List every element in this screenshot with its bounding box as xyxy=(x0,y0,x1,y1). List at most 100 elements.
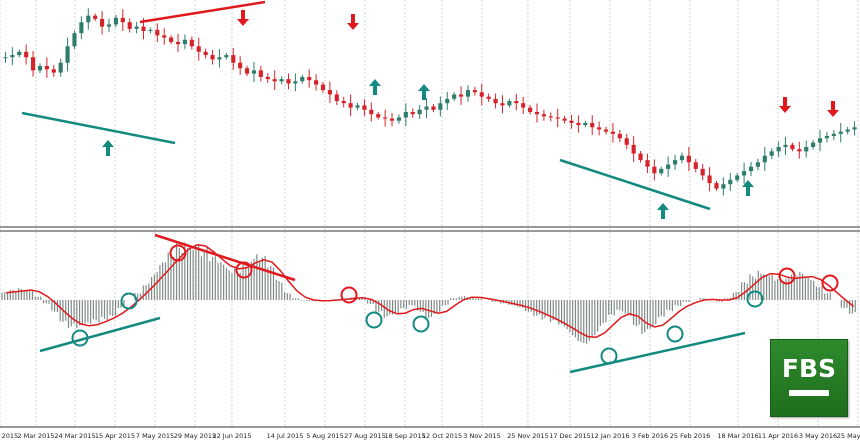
candle-body xyxy=(486,96,491,99)
candle-body xyxy=(472,90,477,93)
candle-body xyxy=(37,66,43,71)
candle-body xyxy=(396,117,402,121)
candle-body xyxy=(493,98,498,104)
candle-body xyxy=(148,29,153,31)
candle-body xyxy=(286,79,291,84)
candle-body xyxy=(721,184,726,189)
candle-body xyxy=(51,69,56,73)
candle-body xyxy=(666,164,671,169)
trendline xyxy=(139,0,266,24)
candle-body xyxy=(217,57,222,60)
candle-body xyxy=(576,122,581,126)
x-tick-label: 7 May 2015 xyxy=(136,432,174,440)
candle-body xyxy=(569,120,574,123)
candle-body xyxy=(541,114,546,117)
candle-body xyxy=(320,84,326,91)
candle-body xyxy=(113,17,118,25)
candle-body xyxy=(3,57,8,59)
signal-circle-up xyxy=(600,347,618,365)
candle-body xyxy=(203,51,208,56)
candle-body xyxy=(817,138,823,143)
candle-body xyxy=(189,39,194,47)
candle-body xyxy=(210,55,215,60)
candle-body xyxy=(735,175,740,180)
candle-body xyxy=(438,103,443,110)
candle-body xyxy=(597,127,602,130)
candle-body xyxy=(134,26,139,29)
candle-body xyxy=(610,131,616,134)
candle-body xyxy=(65,46,70,63)
candle-body xyxy=(790,144,795,150)
candle-body xyxy=(838,131,843,134)
x-tick-label: 5 Aug 2015 xyxy=(306,432,344,440)
candle-body xyxy=(783,144,788,147)
signal-circle-up xyxy=(120,292,138,310)
candle-body xyxy=(300,76,305,82)
x-tick-label: 12 Oct 2015 xyxy=(422,432,462,440)
candle-body xyxy=(465,90,471,97)
candle-body xyxy=(224,55,229,58)
candle-body xyxy=(693,162,698,169)
candle-body xyxy=(500,103,505,106)
candle-body xyxy=(811,142,816,147)
candle-body xyxy=(679,155,685,161)
candle-body xyxy=(507,101,512,106)
candle-body xyxy=(44,66,49,70)
x-tick-label: 25 May 2016 xyxy=(837,432,860,440)
candle-body xyxy=(624,138,629,145)
candle-body xyxy=(659,168,664,174)
candle-body xyxy=(672,160,678,165)
candle-body xyxy=(742,171,747,176)
candle-body xyxy=(831,133,836,137)
oscillator-signal-line xyxy=(6,244,855,338)
x-tick-label: 17 Dec 2015 xyxy=(549,432,591,440)
trendline xyxy=(154,233,296,282)
arrow-up-icon xyxy=(742,180,754,196)
fbs-logo-bar xyxy=(789,390,829,396)
candle-body xyxy=(590,122,595,128)
candle-body xyxy=(141,26,146,31)
x-tick-label: 29 May 2015 xyxy=(174,432,216,440)
signal-circle-down xyxy=(821,274,839,292)
signal-arrows xyxy=(102,10,839,219)
candle-body xyxy=(417,109,422,115)
arrow-down-icon xyxy=(237,10,249,26)
x-tick-label: 18 Sep 2015 xyxy=(384,432,425,440)
x-tick-label: 2 Mar 2015 xyxy=(17,432,54,440)
candle-body xyxy=(534,111,540,115)
candle-body xyxy=(383,117,388,119)
candle-body xyxy=(175,41,181,45)
candle-body xyxy=(528,107,533,112)
candle-body xyxy=(17,51,22,56)
x-tick-label: 5 Feb 2015 xyxy=(0,432,18,440)
candle-body xyxy=(355,105,360,108)
candle-body xyxy=(10,55,15,58)
arrow-up-icon xyxy=(418,84,430,100)
candle-body xyxy=(244,68,250,74)
oscillator-signal-circles xyxy=(71,244,839,365)
trendline xyxy=(569,331,746,374)
candle-body xyxy=(728,179,733,185)
candle-body xyxy=(548,116,553,118)
candle-body xyxy=(100,18,105,27)
candle-body xyxy=(776,146,781,152)
signal-circle-down xyxy=(778,267,796,285)
arrow-down-icon xyxy=(779,97,791,113)
x-tick-label: 12 Jan 2016 xyxy=(591,432,630,440)
candle-body xyxy=(617,133,622,139)
candle-body xyxy=(389,118,395,121)
candle-body xyxy=(169,37,174,42)
candle-body xyxy=(748,166,754,172)
candle-body xyxy=(106,24,112,27)
candle-body xyxy=(755,162,760,167)
candle-body xyxy=(155,29,160,36)
candle-body xyxy=(58,62,63,73)
signal-circle-down xyxy=(340,286,358,304)
candle-body xyxy=(307,76,312,81)
candle-body xyxy=(797,149,802,152)
candle-body xyxy=(445,98,450,104)
trendline xyxy=(39,316,161,353)
candle-body xyxy=(79,22,84,34)
